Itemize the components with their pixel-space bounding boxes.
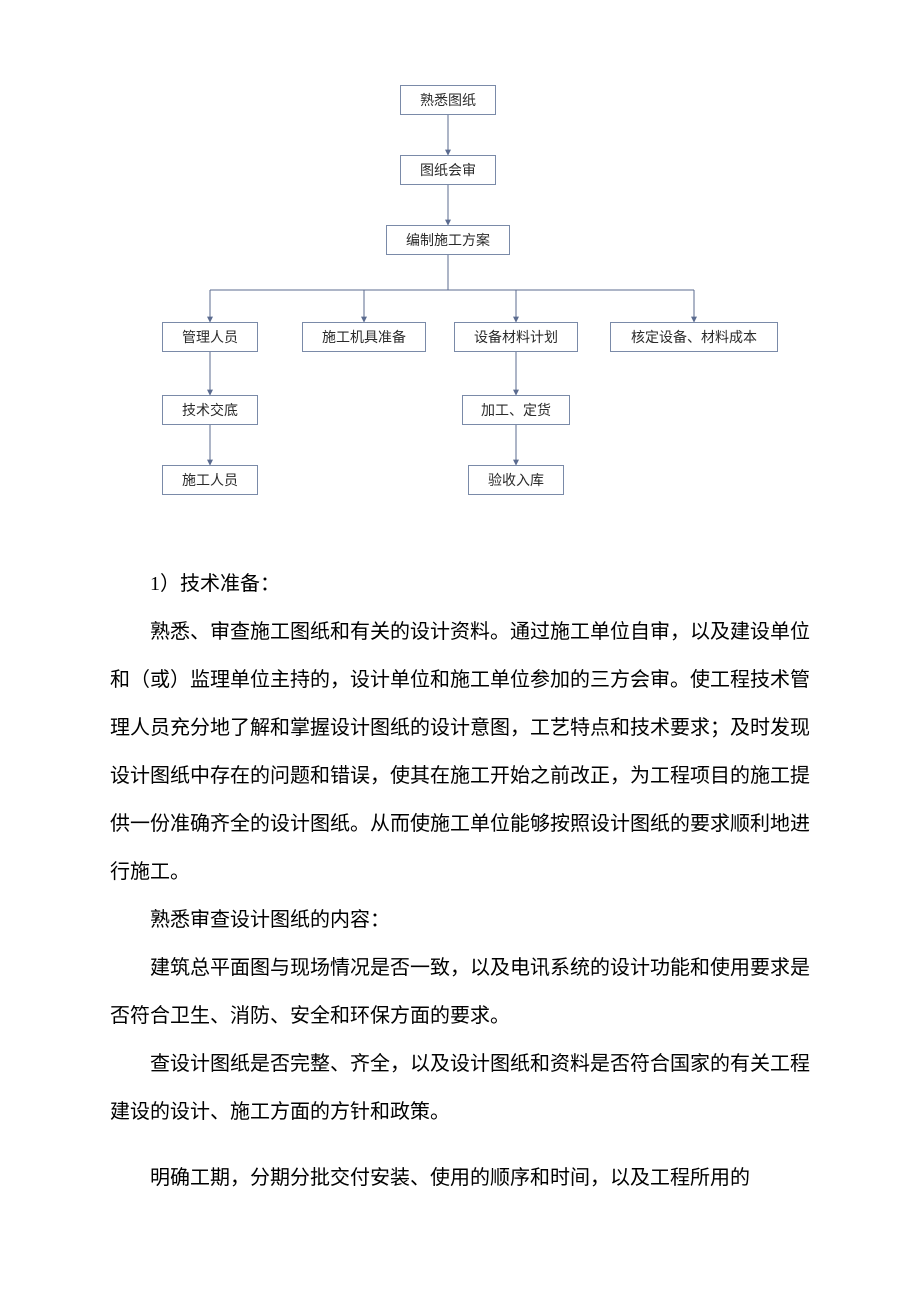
flow-node: 熟悉图纸: [400, 85, 496, 115]
section-heading: 1）技术准备：: [110, 560, 810, 608]
flow-node: 图纸会审: [400, 155, 496, 185]
flow-node: 施工人员: [162, 465, 258, 495]
flow-node: 编制施工方案: [386, 225, 510, 255]
paragraph: 查设计图纸是否完整、齐全，以及设计图纸和资料是否符合国家的有关工程建设的设计、施…: [110, 1040, 810, 1136]
flow-node: 验收入库: [468, 465, 564, 495]
paragraph: 建筑总平面图与现场情况是否一致，以及电讯系统的设计功能和使用要求是否符合卫生、消…: [110, 944, 810, 1040]
flow-node: 设备材料计划: [454, 322, 578, 352]
flowchart-container: 熟悉图纸图纸会审编制施工方案管理人员 施工机具准备设备材料计划 核定设备、材料成本技…: [0, 0, 920, 500]
flow-node: 技术交底: [162, 395, 258, 425]
paragraph: 熟悉、审查施工图纸和有关的设计资料。通过施工单位自审，以及建设单位和（或）监理单…: [110, 608, 810, 896]
flow-node: 核定设备、材料成本: [610, 322, 778, 352]
flow-node: 施工机具准备: [302, 322, 426, 352]
flow-node: 管理人员: [162, 322, 258, 352]
flow-node: 加工、定货: [462, 395, 570, 425]
document-body: 1）技术准备： 熟悉、审查施工图纸和有关的设计资料。通过施工单位自审，以及建设单…: [0, 500, 920, 1242]
paragraph: 熟悉审查设计图纸的内容：: [110, 896, 810, 944]
paragraph: 明确工期，分期分批交付安装、使用的顺序和时间，以及工程所用的: [110, 1154, 810, 1202]
